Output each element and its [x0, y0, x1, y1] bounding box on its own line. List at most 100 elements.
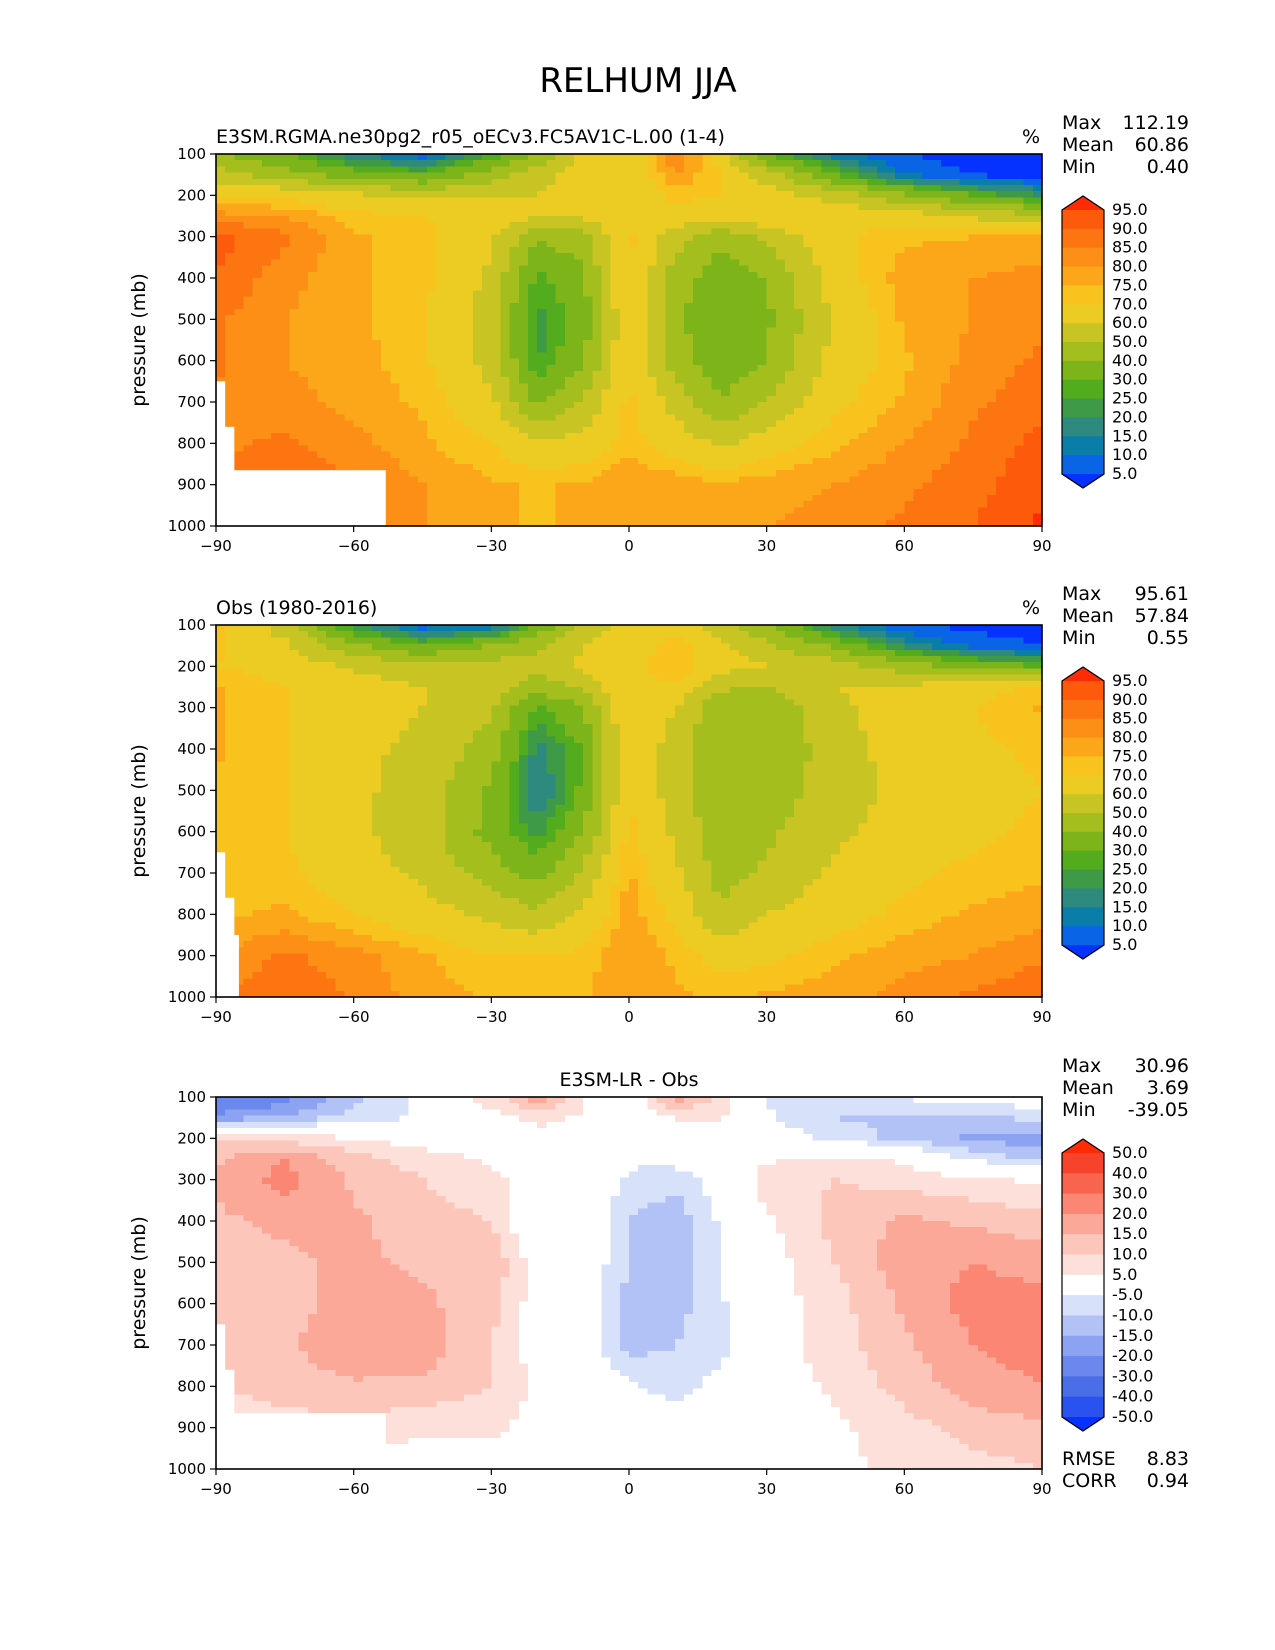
field-cell — [216, 364, 226, 372]
field-cell — [977, 191, 988, 198]
field-cell — [766, 271, 777, 279]
field-cell — [390, 240, 401, 248]
field-cell — [720, 203, 731, 211]
field-cell — [629, 457, 639, 465]
field-cell — [766, 383, 777, 391]
field-cell — [243, 234, 254, 242]
field-cell — [922, 346, 933, 353]
field-cell — [555, 464, 566, 471]
field-cell — [390, 191, 401, 198]
field-cell — [647, 247, 658, 254]
field-cell — [748, 154, 759, 161]
field-cell — [573, 464, 584, 471]
field-cell — [307, 247, 318, 254]
field-cell — [996, 340, 1006, 347]
field-cell — [941, 364, 951, 372]
field-cell — [436, 240, 447, 248]
field-cell — [867, 408, 878, 415]
field-cell — [482, 296, 492, 304]
field-cell — [785, 488, 795, 496]
field-cell — [739, 240, 749, 248]
field-cell — [739, 209, 749, 217]
field-cell — [500, 358, 511, 366]
field-cell — [674, 464, 685, 471]
field-cell — [849, 290, 860, 298]
field-cell — [739, 290, 749, 298]
field-cell — [977, 402, 988, 409]
field-cell — [399, 296, 410, 304]
field-cell — [573, 172, 584, 180]
field-cell — [702, 420, 713, 428]
field-cell — [821, 166, 832, 174]
field-cell — [794, 414, 804, 422]
field-cell — [812, 166, 823, 174]
field-cell — [316, 178, 327, 186]
field-cell — [812, 476, 823, 484]
field-cell — [491, 315, 502, 322]
field-cell — [316, 160, 327, 167]
field-cell — [372, 364, 382, 372]
field-cell — [968, 371, 979, 378]
field-cell — [720, 433, 731, 440]
field-cell — [463, 309, 474, 316]
field-cell — [362, 240, 373, 248]
field-cell — [950, 203, 960, 211]
field-cell — [518, 240, 529, 248]
field-cell — [619, 352, 630, 360]
field-cell — [812, 364, 823, 372]
field-cell — [711, 420, 722, 428]
field-cell — [252, 371, 263, 378]
field-cell — [408, 476, 419, 484]
field-cell — [729, 476, 740, 484]
field-cell — [555, 476, 566, 484]
field-cell — [1014, 166, 1025, 174]
field-cell — [885, 439, 896, 446]
field-cell — [500, 309, 511, 316]
field-cell — [766, 377, 777, 384]
field-cell — [1023, 271, 1034, 279]
field-cell — [996, 383, 1006, 391]
field-cell — [408, 346, 419, 353]
field-cell — [821, 433, 832, 440]
field-cell — [812, 426, 823, 434]
field-cell — [729, 414, 740, 422]
field-cell — [344, 402, 355, 409]
field-cell — [656, 271, 667, 279]
field-cell — [629, 271, 639, 279]
field-cell — [583, 222, 593, 229]
field-cell — [454, 395, 465, 403]
field-cell — [316, 464, 327, 471]
field-cell — [491, 451, 502, 459]
field-cell — [959, 488, 970, 496]
field-cell — [693, 327, 704, 335]
field-cell — [408, 377, 419, 384]
field-cell — [913, 364, 924, 372]
field-cell — [216, 234, 226, 242]
field-cell — [665, 302, 676, 310]
field-cell — [436, 222, 447, 229]
field-cell — [867, 240, 878, 248]
field-cell — [472, 383, 483, 391]
field-cell — [674, 457, 685, 465]
field-cell — [261, 315, 272, 322]
field-cell — [693, 284, 704, 291]
field-cell — [702, 197, 713, 205]
field-cell — [427, 315, 437, 322]
field-cell — [298, 178, 309, 186]
field-cell — [619, 389, 630, 397]
field-cell — [775, 240, 786, 248]
field-cell — [583, 358, 593, 366]
field-cell — [316, 315, 327, 322]
field-cell — [280, 439, 291, 446]
field-cell — [537, 191, 547, 198]
field-cell — [665, 290, 676, 298]
field-cell — [390, 457, 401, 465]
field-cell — [372, 315, 382, 322]
field-cell — [858, 178, 869, 186]
field-cell — [454, 278, 465, 285]
field-cell — [656, 228, 667, 236]
field-cell — [766, 185, 777, 192]
field-cell — [518, 426, 529, 434]
field-cell — [876, 234, 887, 242]
field-cell — [610, 383, 621, 391]
